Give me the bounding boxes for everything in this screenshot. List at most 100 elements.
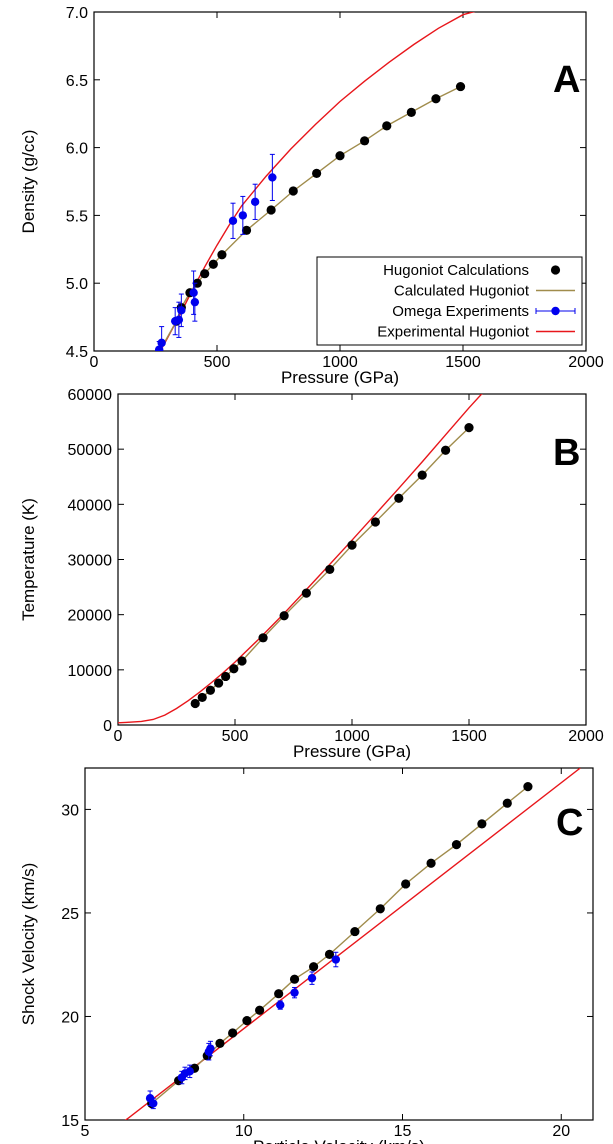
legend-label: Omega Experiments [392, 303, 529, 320]
data-point-hugoniot-calculation [350, 926, 360, 937]
data-point-hugoniot-calculation [347, 540, 357, 550]
legend-box [316, 256, 583, 346]
x-tick-label: 10 [235, 1123, 253, 1140]
data-point-hugoniot-calculation [426, 858, 436, 868]
y-tick-label: 5.5 [66, 208, 88, 225]
series-line-experimental-hugoniot [118, 394, 483, 724]
x-axis-label: Pressure (GPa) [281, 368, 399, 387]
data-point-hugoniot-calculation [266, 205, 276, 215]
panel-label: C [556, 802, 583, 844]
y-tick-label: 0 [103, 718, 112, 735]
x-tick-label: 2000 [568, 354, 604, 371]
y-tick-label: 40000 [68, 497, 113, 514]
data-point-hugoniot-calculation [214, 678, 224, 688]
data-point-hugoniot-calculation [229, 664, 239, 674]
data-point-hugoniot-calculation [477, 819, 487, 829]
x-tick-label: 0 [114, 728, 123, 745]
data-layer [154, 12, 476, 351]
data-point-hugoniot-calculation [401, 879, 411, 889]
data-point-omega-experiment [185, 1067, 194, 1076]
data-point-hugoniot-calculation [274, 989, 284, 999]
data-layer [124, 768, 581, 1120]
data-point-hugoniot-calculation [312, 168, 322, 178]
data-point-hugoniot-calculation [464, 423, 474, 433]
data-point-hugoniot-calculation [455, 81, 466, 92]
data-point-omega-experiment [238, 211, 248, 220]
data-point-hugoniot-calculation [431, 94, 441, 104]
x-axis-label: Particle Velocity (km/s) [253, 1137, 425, 1144]
y-tick-label: 10000 [68, 663, 113, 680]
x-tick-label: 1500 [451, 728, 487, 745]
y-axis-label: Temperature (K) [19, 498, 38, 621]
y-tick-label: 6.5 [66, 73, 88, 90]
data-point-omega-experiment [268, 173, 277, 182]
data-point-omega-experiment [276, 1000, 285, 1010]
data-point-omega-experiment [204, 1047, 214, 1056]
data-point-omega-experiment [331, 955, 341, 964]
data-point-hugoniot-calculation [255, 1005, 265, 1015]
panel-label: A [553, 59, 580, 101]
legend: Hugoniot Calculations Calculated Hugoniot… [316, 256, 583, 346]
data-point-omega-experiment [189, 288, 198, 297]
panel-label: B [553, 432, 580, 474]
chart-panel-b: 0 500 1000 1500 2000010000200003000040000500… [19, 387, 604, 761]
y-axis-label: Density (g/cc) [19, 130, 38, 234]
y-tick-label: 20 [61, 1009, 79, 1026]
data-point-hugoniot-calculation [228, 1028, 238, 1038]
data-point-omega-experiment [250, 197, 260, 207]
data-point-hugoniot-calculation [215, 1038, 225, 1048]
data-point-omega-experiment [149, 1099, 158, 1108]
y-tick-label: 25 [61, 906, 79, 923]
data-point-omega-experiment [290, 988, 299, 997]
y-tick-label: 5.0 [66, 276, 88, 293]
data-point-omega-experiment [307, 973, 317, 983]
y-tick-label: 6.0 [66, 141, 88, 158]
data-point-hugoniot-calculation [382, 121, 392, 131]
legend-label: Calculated Hugoniot [394, 283, 530, 300]
x-tick-label: 0 [90, 354, 99, 371]
data-point-hugoniot-calculation [301, 588, 311, 598]
data-point-hugoniot-calculation [217, 250, 227, 260]
y-tick-label: 20000 [68, 608, 113, 625]
data-point-hugoniot-calculation [375, 904, 385, 914]
data-point-hugoniot-calculation [523, 782, 533, 792]
plot-frame [117, 393, 587, 726]
data-point-hugoniot-calculation [417, 470, 427, 480]
data-point-hugoniot-calculation [221, 671, 231, 682]
legend-marker [550, 265, 561, 275]
x-tick-label: 15 [394, 1123, 412, 1140]
data-point-omega-experiment [228, 216, 238, 226]
data-point-hugoniot-calculation [360, 136, 370, 146]
legend-label: Hugoniot Calculations [383, 262, 529, 279]
data-point-hugoniot-calculation [279, 611, 289, 621]
data-point-omega-experiment [157, 338, 166, 348]
chart-panel-a: 0 500 1000 1500 2000 4.5 5.0 5.5 6.0 6.5 7.0 Pressu… [19, 5, 604, 387]
data-point-hugoniot-calculation [205, 685, 216, 695]
x-tick-label: 1000 [334, 728, 370, 745]
data-point-hugoniot-calculation [451, 840, 462, 850]
data-point-omega-experiment [177, 306, 186, 315]
plot-frame [84, 767, 594, 1121]
data-point-hugoniot-calculation [237, 656, 247, 666]
legend-label: Experimental Hugoniot [377, 324, 530, 341]
data-point-hugoniot-calculation [258, 633, 268, 643]
x-tick-label: 1500 [445, 354, 481, 371]
y-tick-label: 7.0 [66, 5, 88, 22]
x-axis-label: Pressure (GPa) [293, 742, 411, 761]
y-tick-label: 15 [61, 1113, 79, 1130]
data-point-hugoniot-calculation [370, 517, 380, 527]
data-point-hugoniot-calculation [197, 692, 207, 703]
y-tick-label: 60000 [68, 387, 113, 404]
y-tick-label: 30 [61, 802, 79, 819]
data-point-hugoniot-calculation [324, 949, 335, 959]
data-point-hugoniot-calculation [309, 962, 319, 972]
data-point-hugoniot-calculation [441, 445, 451, 455]
data-point-hugoniot-calculation [394, 493, 404, 503]
x-tick-label: 5 [81, 1123, 90, 1140]
data-point-hugoniot-calculation [241, 225, 252, 235]
x-tick-label: 20 [552, 1123, 570, 1140]
y-axis-label: Shock Velocity (km/s) [19, 863, 38, 1026]
y-tick-label: 50000 [68, 442, 113, 459]
data-point-hugoniot-calculation [190, 698, 200, 709]
data-point-hugoniot-calculation [289, 974, 300, 984]
